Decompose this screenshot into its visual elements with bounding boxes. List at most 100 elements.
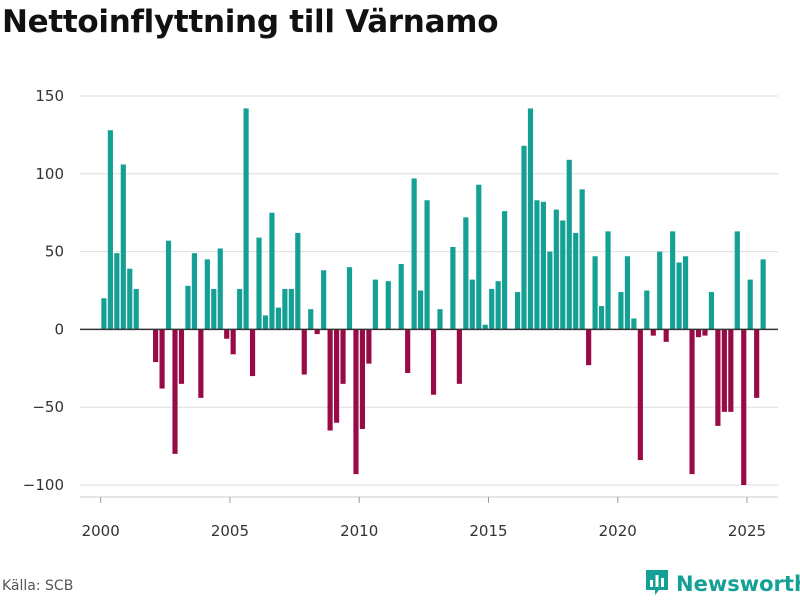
bar-positive — [411, 178, 417, 330]
bar-positive — [547, 251, 553, 330]
brand-name: Newsworthy — [676, 572, 800, 596]
bar-positive — [553, 209, 559, 330]
bar-negative — [405, 329, 411, 373]
bar-positive — [398, 264, 404, 330]
source-label: Källa: SCB — [2, 578, 74, 594]
bar-positive — [482, 324, 488, 330]
bar-positive — [282, 288, 288, 330]
bar-negative — [249, 329, 256, 377]
bar-positive — [605, 231, 611, 330]
bar-negative — [224, 329, 230, 339]
bar-positive — [165, 240, 172, 330]
bar-negative — [689, 329, 695, 475]
bar-positive — [489, 288, 495, 330]
bar-positive — [495, 281, 501, 330]
bar-positive — [682, 256, 689, 330]
bar-negative — [728, 329, 734, 412]
y-tick-label: 50 — [45, 243, 64, 261]
bar-positive — [114, 253, 120, 330]
bar-positive — [469, 279, 475, 330]
bar-negative — [715, 329, 721, 426]
bar-negative — [333, 329, 340, 423]
bar-negative — [637, 329, 643, 461]
bar-positive — [269, 212, 275, 330]
bar-negative — [153, 329, 159, 363]
bar-positive — [476, 184, 482, 330]
bar-positive — [514, 292, 521, 330]
bar-positive — [708, 292, 715, 330]
bar-negative — [430, 329, 437, 395]
bar-negative — [702, 329, 708, 336]
bar-negative — [327, 329, 333, 431]
bar-positive — [372, 279, 378, 330]
bar-positive — [256, 237, 262, 330]
bar-chart-icon — [644, 568, 670, 600]
bar-positive — [418, 290, 424, 330]
bar-positive — [237, 288, 243, 330]
bar-negative — [359, 329, 366, 429]
bar-positive — [631, 318, 637, 330]
bar-positive — [217, 248, 223, 330]
bar-positive — [127, 268, 133, 330]
y-tick-label: −50 — [32, 398, 64, 416]
bar-positive — [734, 231, 740, 330]
bar-negative — [741, 329, 747, 485]
bar-positive — [676, 262, 682, 330]
bar-negative — [230, 329, 236, 355]
bar-positive — [560, 220, 566, 330]
bar-negative — [314, 329, 320, 335]
bar-positive — [540, 201, 546, 330]
bar-positive — [424, 200, 430, 330]
bar-positive — [463, 217, 469, 330]
bar-positive — [107, 130, 113, 330]
bar-negative — [695, 329, 702, 338]
bar-negative — [586, 329, 592, 366]
bar-positive — [385, 281, 391, 330]
y-tick-label: 150 — [35, 87, 64, 105]
x-tick-label: 2005 — [211, 522, 249, 540]
brand-logo[interactable]: Newsworthy — [644, 568, 800, 600]
bar-positive — [502, 211, 508, 330]
bar-negative — [159, 329, 165, 389]
bar-positive — [437, 309, 443, 330]
bar-negative — [663, 329, 669, 342]
bar-positive — [120, 164, 126, 330]
bar-positive — [185, 285, 191, 330]
bar-negative — [721, 329, 727, 412]
bar-positive — [346, 267, 353, 330]
bar-positive — [566, 159, 572, 330]
y-tick-label: 100 — [35, 165, 64, 183]
bar-positive — [592, 256, 598, 330]
bar-positive — [657, 251, 663, 330]
bar-negative — [172, 329, 178, 454]
x-tick-label: 2025 — [728, 522, 766, 540]
bar-positive — [191, 253, 197, 330]
bar-positive — [644, 290, 650, 330]
bar-positive — [534, 200, 540, 330]
bar-positive — [275, 307, 281, 330]
bar-positive — [308, 309, 314, 330]
bar-negative — [198, 329, 204, 398]
bar-positive — [288, 288, 294, 330]
bar-positive — [321, 270, 327, 330]
page-title: Nettoinflyttning till Värnamo — [2, 4, 499, 40]
bar-positive — [295, 232, 301, 330]
bar-positive — [527, 108, 534, 330]
y-tick-label: 0 — [54, 320, 64, 338]
x-tick-label: 2000 — [82, 522, 120, 540]
bar-positive — [670, 231, 676, 330]
bar-negative — [301, 329, 307, 375]
bar-negative — [340, 329, 346, 384]
bar-positive — [262, 315, 269, 330]
bar-positive — [211, 288, 217, 330]
bar-positive — [618, 292, 624, 330]
bar-negative — [754, 329, 760, 398]
bar-positive — [521, 145, 527, 330]
bar-positive — [747, 279, 753, 330]
bar-negative — [650, 329, 656, 336]
bar-positive — [133, 288, 139, 330]
bar-positive — [760, 259, 766, 330]
bar-positive — [579, 189, 585, 330]
bar-positive — [598, 306, 605, 330]
